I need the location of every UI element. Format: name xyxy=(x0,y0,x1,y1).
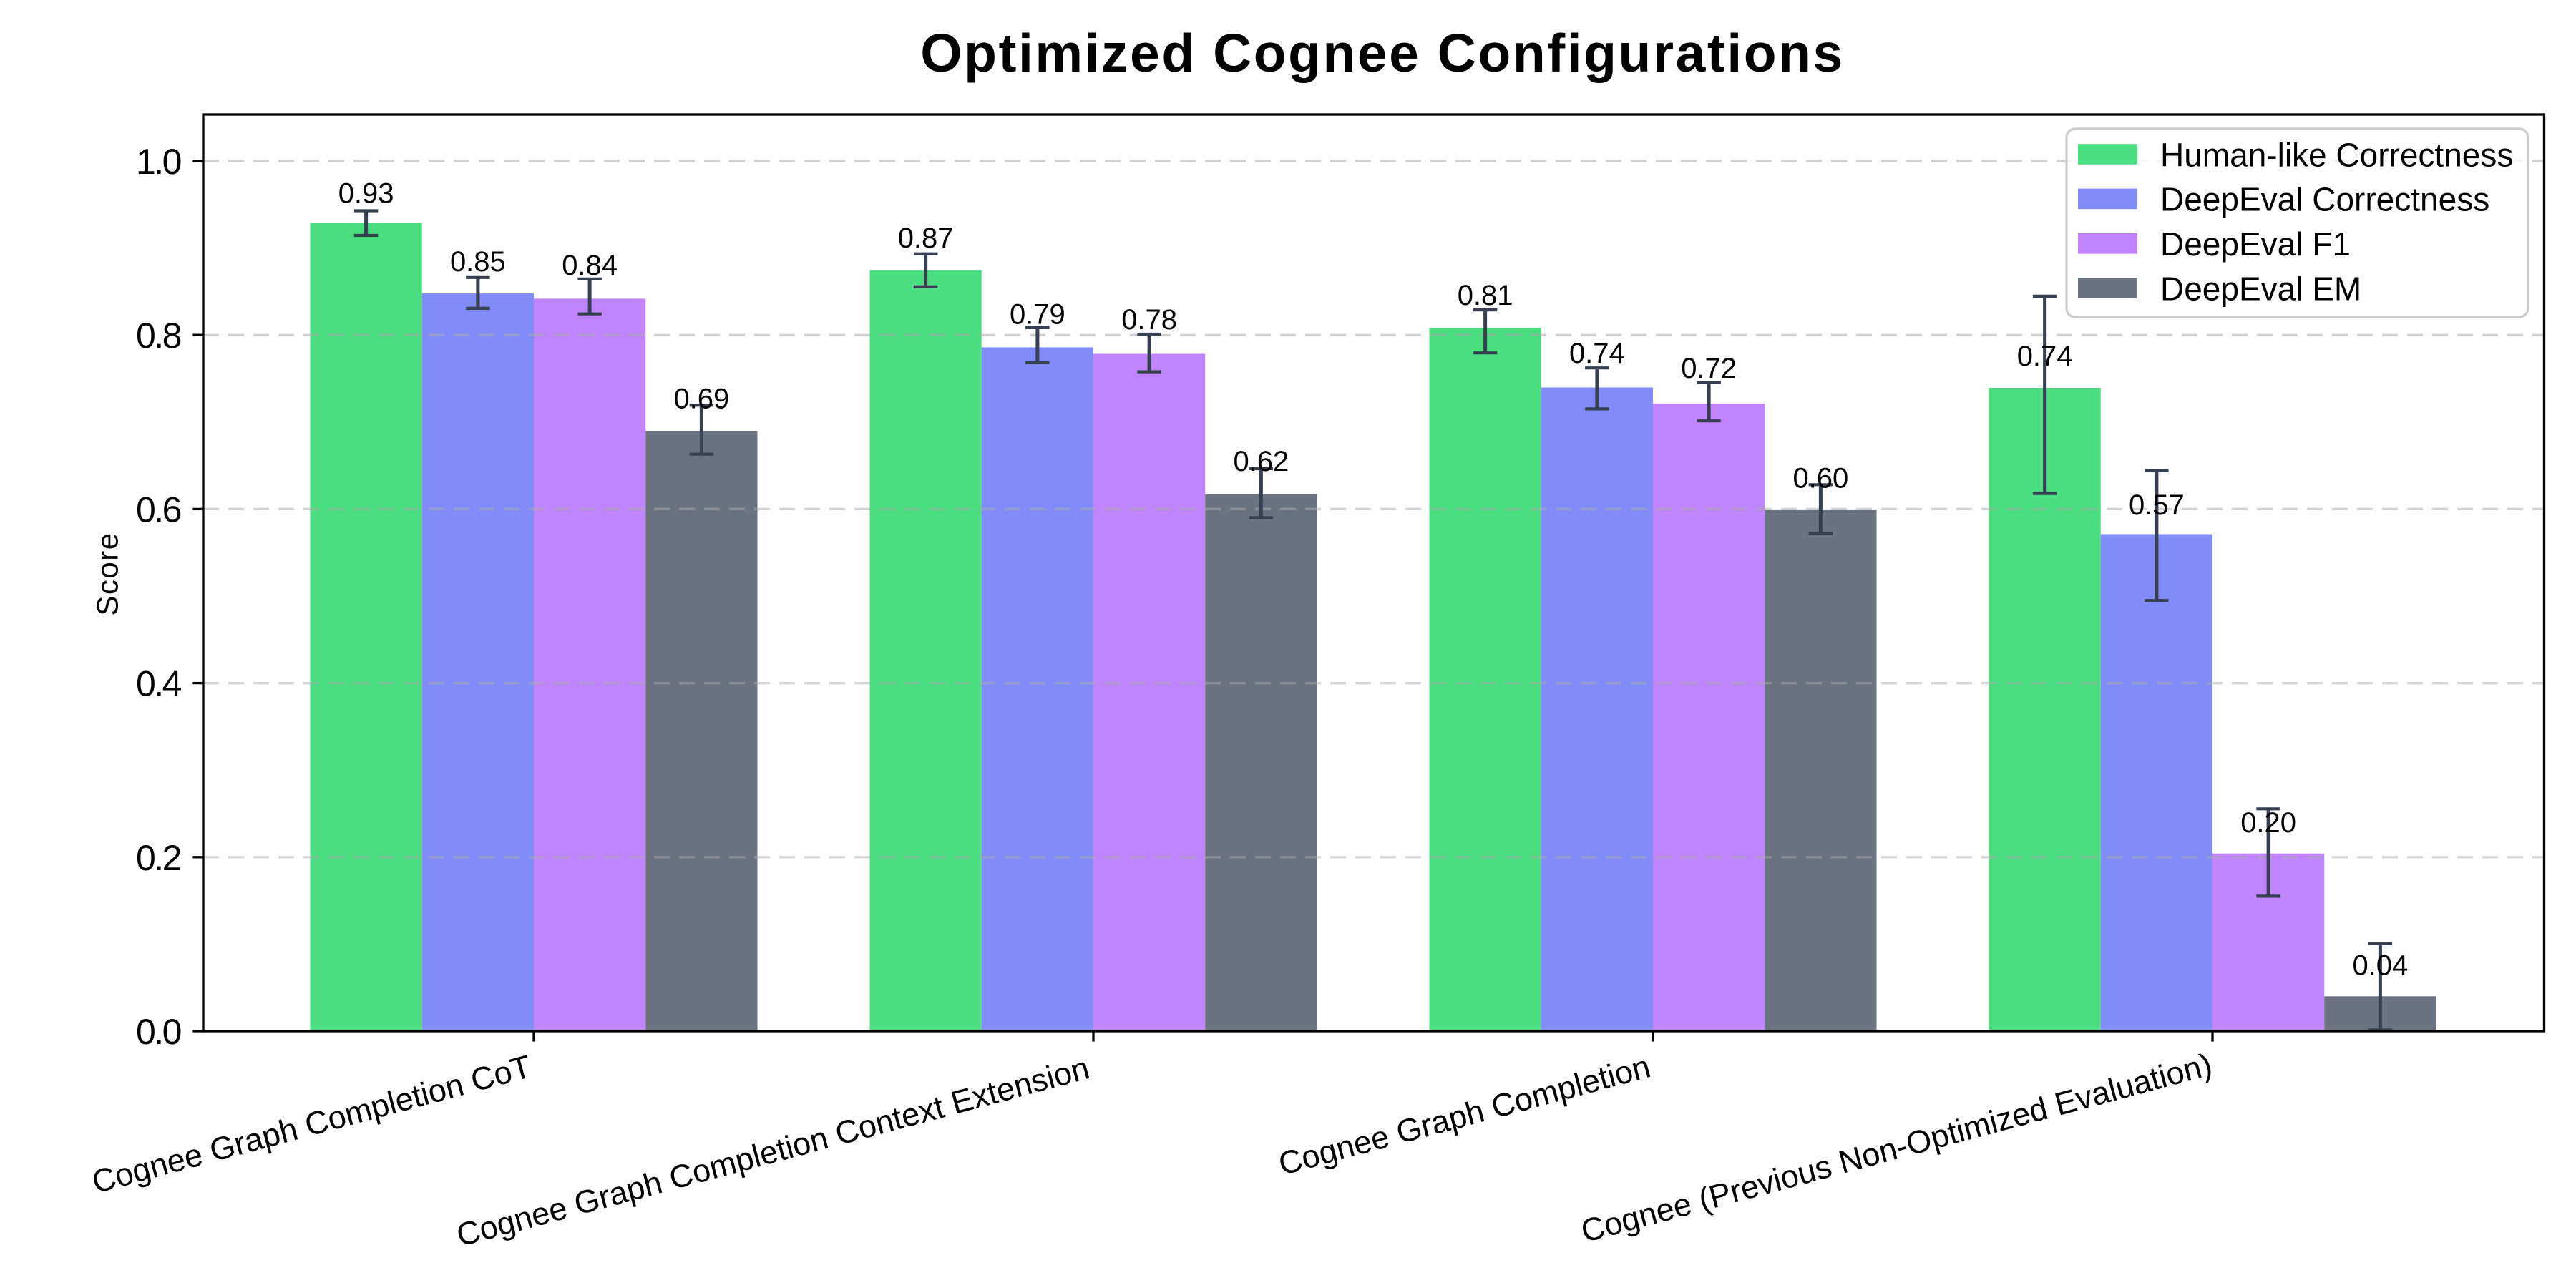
svg-text:0.04: 0.04 xyxy=(2352,950,2408,982)
svg-text:0.0: 0.0 xyxy=(136,1012,181,1052)
svg-text:0.84: 0.84 xyxy=(562,250,618,281)
svg-text:0.4: 0.4 xyxy=(136,664,182,704)
svg-text:Score: Score xyxy=(91,532,125,615)
svg-text:0.60: 0.60 xyxy=(1792,463,1848,494)
svg-text:Human-like Correctness: Human-like Correctness xyxy=(2160,136,2513,173)
svg-text:1.0: 1.0 xyxy=(136,142,181,182)
svg-text:0.57: 0.57 xyxy=(2129,489,2185,521)
svg-text:DeepEval Correctness: DeepEval Correctness xyxy=(2160,181,2489,218)
svg-text:0.6: 0.6 xyxy=(136,489,181,530)
svg-text:DeepEval EM: DeepEval EM xyxy=(2160,270,2361,308)
svg-text:0.69: 0.69 xyxy=(673,383,729,414)
svg-text:0.72: 0.72 xyxy=(1681,353,1737,384)
svg-text:0.85: 0.85 xyxy=(450,246,506,278)
svg-text:0.81: 0.81 xyxy=(1458,280,1513,311)
svg-text:0.74: 0.74 xyxy=(1569,338,1625,369)
svg-text:0.79: 0.79 xyxy=(1010,298,1065,330)
svg-text:0.2: 0.2 xyxy=(136,838,181,878)
svg-text:0.87: 0.87 xyxy=(898,223,954,254)
svg-text:0.93: 0.93 xyxy=(338,177,394,209)
svg-text:0.8: 0.8 xyxy=(136,316,181,356)
svg-text:DeepEval F1: DeepEval F1 xyxy=(2160,225,2351,263)
svg-text:0.74: 0.74 xyxy=(2017,341,2073,372)
svg-text:0.20: 0.20 xyxy=(2240,807,2296,839)
svg-text:Optimized Cognee Configuration: Optimized Cognee Configurations xyxy=(920,23,1845,83)
svg-text:0.62: 0.62 xyxy=(1233,446,1289,477)
svg-text:0.78: 0.78 xyxy=(1121,304,1177,336)
